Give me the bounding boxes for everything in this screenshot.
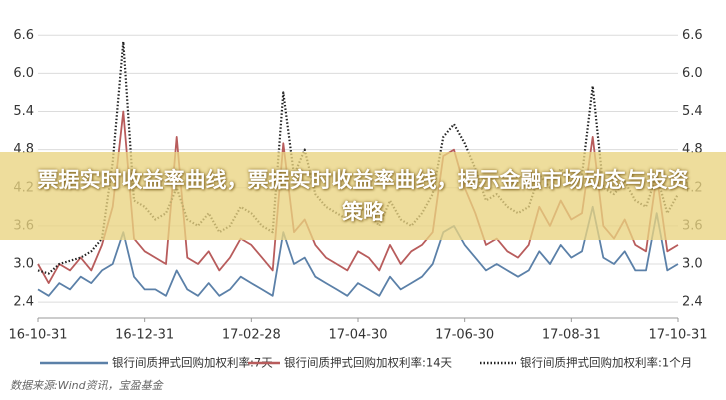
x-tick-label: 17-10-31 (648, 328, 707, 343)
y-tick-label: 6.6 (13, 28, 34, 43)
x-tick-label: 16-12-31 (115, 328, 174, 343)
x-tick-label: 17-06-30 (435, 328, 494, 343)
x-tick-label: 16-10-31 (8, 328, 67, 343)
y2-tick-label: 6.0 (682, 66, 703, 81)
legend-label: 银行间质押式回购加权利率:1个月 (520, 356, 692, 370)
series-line (37, 205, 679, 297)
x-tick-label: 17-02-28 (222, 328, 281, 343)
source-note: 数据来源:Wind资讯，宝盈基金 (10, 379, 165, 392)
legend-label: 银行间质押式回购加权利率:14天 (284, 356, 453, 370)
y-tick-label: 3.0 (13, 257, 34, 272)
y2-tick-label: 5.4 (682, 104, 703, 119)
y-tick-label: 2.4 (13, 295, 34, 310)
y2-tick-label: 2.4 (682, 295, 703, 310)
y-tick-label: 5.4 (13, 104, 34, 119)
y-tick-label: 6.0 (13, 66, 34, 81)
banner-text: 票据实时收益率曲线，票据实时收益率曲线，揭示金融市场动态与投资策略 (37, 168, 689, 224)
y2-tick-label: 6.6 (682, 28, 703, 43)
banner: 票据实时收益率曲线，票据实时收益率曲线，揭示金融市场动态与投资策略 (0, 152, 726, 240)
y2-tick-label: 3.0 (682, 257, 703, 272)
x-tick-label: 17-08-31 (542, 328, 601, 343)
legend-label: 银行间质押式回购加权利率:7天 (112, 356, 273, 370)
x-tick-label: 17-04-30 (328, 328, 387, 343)
